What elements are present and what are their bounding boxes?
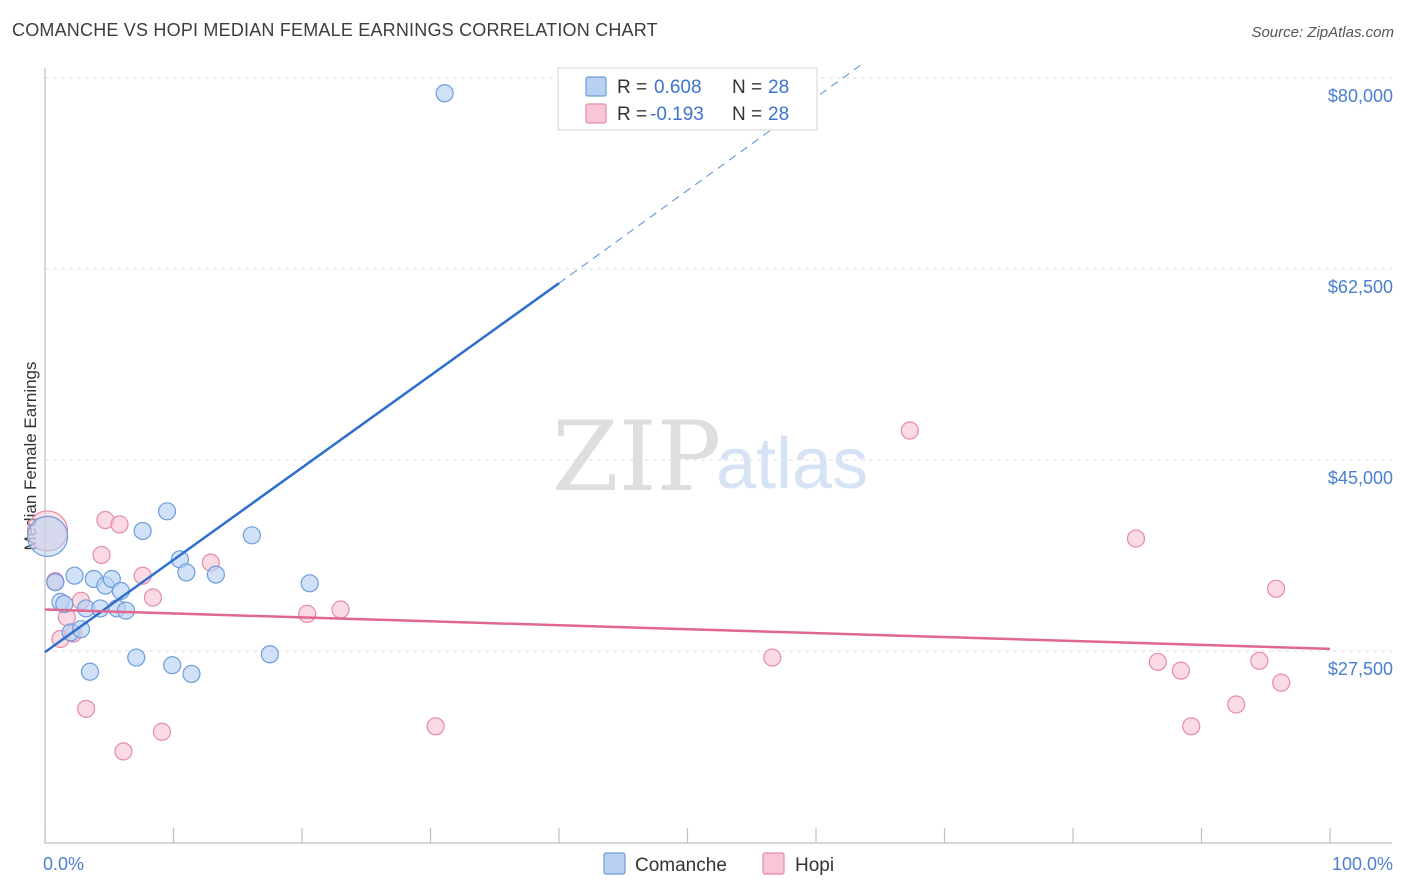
hopi-point-7	[92, 545, 111, 565]
hopi-point-12	[143, 588, 163, 607]
series-legend: Comanche Hopi	[603, 852, 834, 876]
comanche-point-23	[206, 565, 226, 584]
x-axis-ticks	[44, 828, 1331, 843]
hopi-point-20	[1126, 529, 1146, 548]
comanche-point-0	[26, 515, 69, 558]
y-tick-label-2: $62,500	[1328, 277, 1393, 297]
y-tick-label-1: $45,000	[1328, 468, 1393, 488]
comanche-point-18	[157, 502, 177, 521]
comanche-point-16	[127, 648, 146, 667]
comanche-point-24	[242, 526, 261, 545]
hopi-point-25	[1250, 651, 1269, 670]
hopi-point-10	[114, 742, 133, 761]
hopi-point-17	[426, 717, 445, 736]
comanche-points	[26, 84, 454, 684]
legend-r-value-hopi: -0.193	[650, 104, 704, 125]
hopi-point-18	[763, 648, 782, 667]
y-tick-label-0: $27,500	[1328, 659, 1393, 679]
comanche-point-5	[65, 566, 84, 585]
comanche-point-26	[300, 574, 319, 593]
hopi-point-23	[1182, 717, 1201, 736]
hopi-point-27	[1272, 673, 1291, 692]
watermark-atlas: atlas	[716, 424, 868, 504]
hopi-point-15	[298, 604, 317, 623]
legend-n-label-hopi: N =	[732, 104, 762, 125]
comanche-point-21	[177, 563, 196, 582]
hopi-point-9	[110, 515, 129, 534]
comanche-point-6	[71, 620, 91, 639]
comanche-point-17	[133, 521, 152, 541]
hopi-point-13	[152, 722, 172, 741]
legend-n-value-hopi: 28	[768, 104, 789, 125]
y-tick-label-3: $80,000	[1328, 86, 1393, 106]
comanche-point-8	[80, 662, 100, 681]
source-credit: Source: ZipAtlas.com	[1251, 24, 1394, 41]
comanche-point-25	[260, 645, 279, 664]
trend-lines	[44, 64, 1331, 654]
legend-r-value-comanche: 0.608	[654, 77, 702, 98]
hopi-point-21	[1148, 652, 1167, 672]
chart-title: COMANCHE VS HOPI MEDIAN FEMALE EARNINGS …	[12, 20, 658, 40]
x-tick-label-left: 0.0%	[43, 854, 84, 874]
legend-swatch-comanche	[585, 76, 607, 97]
hopi-trend-line	[44, 608, 1331, 651]
comanche-point-22	[182, 664, 201, 684]
hopi-point-24	[1227, 695, 1246, 714]
series-legend-swatch-comanche	[603, 852, 626, 875]
correlation-legend: R = 0.608 N = 28 R = -0.193 N = 28	[557, 67, 818, 131]
hopi-point-22	[1171, 661, 1191, 680]
legend-n-value-comanche: 28	[768, 77, 789, 98]
series-legend-label-hopi: Hopi	[795, 855, 834, 876]
series-legend-swatch-hopi	[762, 852, 785, 875]
x-tick-label-right: 100.0%	[1332, 854, 1393, 874]
comanche-point-27	[435, 84, 454, 103]
legend-swatch-hopi	[585, 103, 607, 124]
hopi-point-26	[1266, 579, 1286, 598]
legend-n-label-comanche: N =	[732, 77, 762, 98]
hopi-point-6	[77, 699, 96, 718]
hopi-point-16	[331, 600, 350, 619]
y-axis-tick-labels: $27,500 $45,000 $62,500 $80,000	[1328, 86, 1393, 679]
legend-r-label-hopi: R =	[617, 104, 647, 125]
comanche-trend-line	[44, 282, 560, 654]
grid-lines	[45, 77, 1392, 652]
series-legend-label-comanche: Comanche	[635, 855, 727, 876]
watermark-zip: ZIP	[552, 401, 721, 513]
legend-r-label-comanche: R =	[617, 77, 647, 98]
comanche-point-19	[163, 656, 182, 675]
hopi-point-19	[900, 421, 919, 440]
y-axis-label: Median Female Earnings	[21, 362, 40, 551]
comanche-point-3	[55, 594, 74, 614]
comanche-point-1	[46, 573, 65, 592]
